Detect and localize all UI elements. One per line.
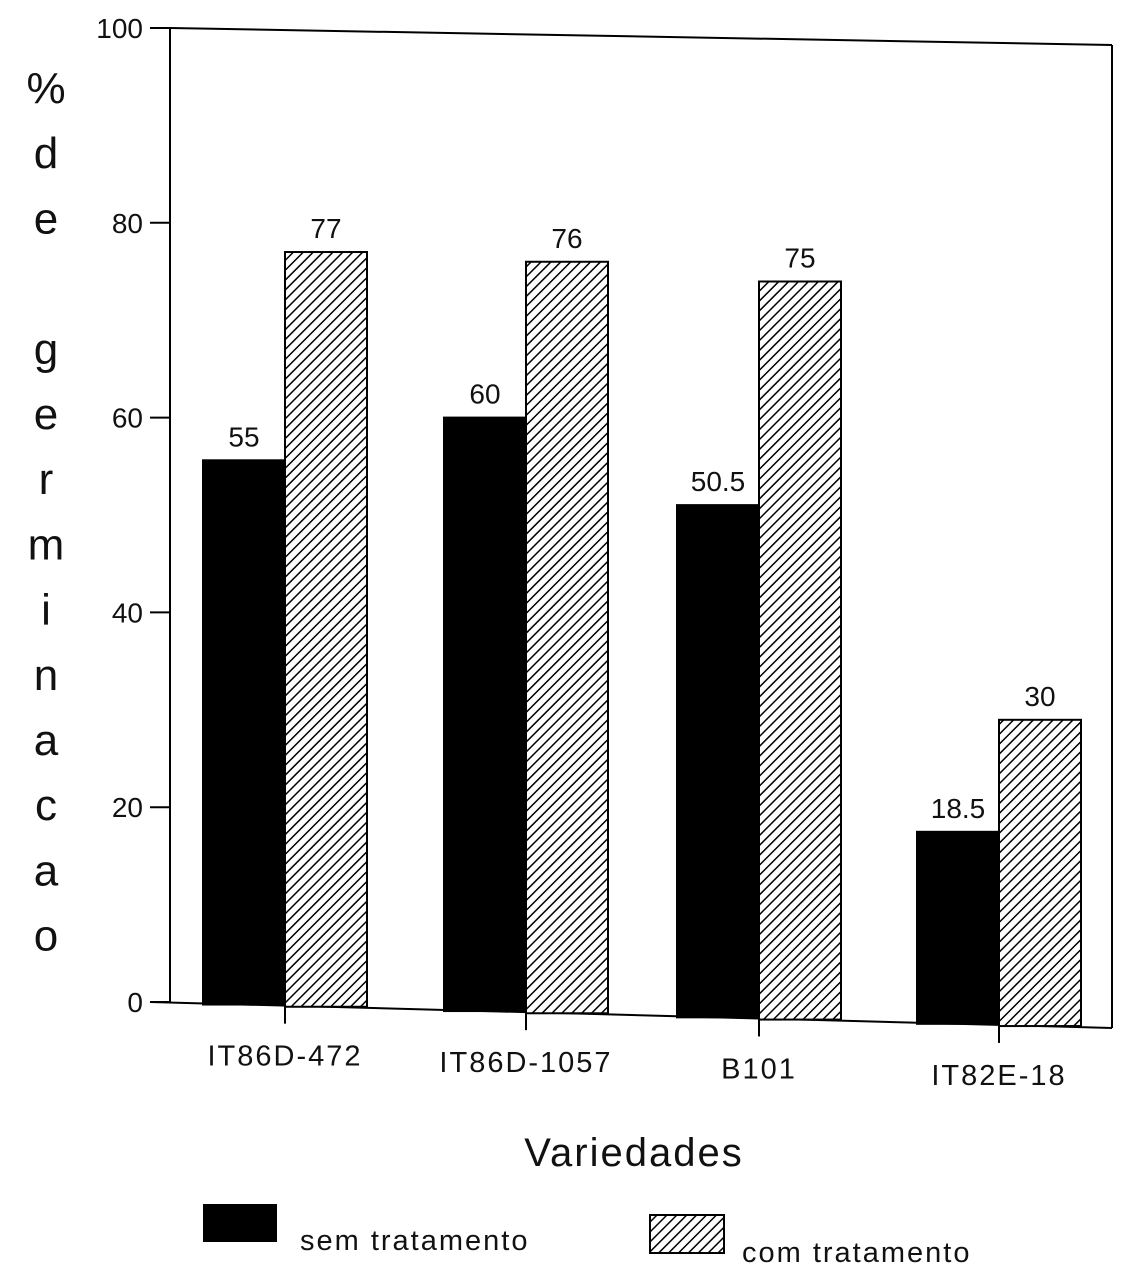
value-label: 30 (1024, 681, 1055, 712)
y-tick-label: 40 (112, 597, 143, 628)
bar-it86d-472-sem-tratamento (202, 459, 286, 1006)
y-tick-label: 60 (112, 403, 143, 434)
y-axis-label-letter: o (34, 912, 58, 961)
x-axis-label: Variedades (524, 1131, 743, 1175)
bar-it86d-1057-sem-tratamento (443, 416, 527, 1013)
value-label: 77 (310, 213, 341, 244)
y-axis-label-letter: a (34, 846, 59, 895)
bar-b101-sem-tratamento (676, 504, 760, 1019)
value-label: 50.5 (691, 466, 746, 497)
legend: sem tratamento com tratamento (203, 1204, 971, 1269)
y-axis-label-letter: e (34, 390, 58, 439)
y-axis-label-letter: i (41, 586, 51, 635)
y-axis-label-letter: a (34, 716, 59, 765)
bar-it82e-18-sem-tratamento (916, 830, 1000, 1025)
y-axis-label-letter: n (34, 651, 58, 700)
y-tick-label: 100 (96, 13, 143, 44)
value-label: 75 (784, 243, 815, 274)
legend-label-sem-tratamento: sem tratamento (300, 1225, 529, 1257)
y-axis-label-letter: g (34, 325, 58, 374)
y-axis-label-letter: r (39, 455, 54, 504)
legend-swatch-sem-tratamento (203, 1204, 277, 1242)
x-tick-label: IT82E-18 (931, 1060, 1066, 1092)
y-tick-label: 20 (112, 792, 143, 823)
x-tick-label: B101 (721, 1053, 797, 1085)
bars (202, 251, 1082, 1028)
y-ticks: 0 20 40 60 80 100 (96, 13, 170, 1018)
bar-it82e-18-com-tratamento (998, 718, 1082, 1028)
y-axis-label-letter: e (34, 194, 58, 243)
legend-swatch-com-tratamento (649, 1214, 725, 1254)
value-label: 18.5 (931, 793, 986, 824)
top-frame-line (169, 27, 1113, 46)
y-axis-label-letter: d (34, 129, 58, 178)
value-label: 76 (551, 223, 582, 254)
value-label: 55 (228, 421, 259, 452)
y-tick-label: 80 (112, 208, 143, 239)
bar-b101-com-tratamento (758, 280, 842, 1021)
x-ticks: IT86D-472 IT86D-1057 B101 IT82E-18 (207, 1005, 1066, 1092)
x-tick-label: IT86D-472 (207, 1041, 362, 1073)
y-axis-label-letter: c (35, 781, 57, 830)
value-label: 60 (469, 379, 500, 410)
legend-label-com-tratamento: com tratamento (742, 1237, 971, 1269)
bar-it86d-472-com-tratamento (284, 251, 368, 1008)
bar-it86d-1057-com-tratamento (525, 260, 609, 1015)
value-labels: 55 77 60 76 50.5 75 18.5 30 (228, 213, 1055, 824)
y-axis-label-letter: % (26, 64, 65, 113)
y-tick-label: 0 (127, 987, 143, 1018)
x-tick-label: IT86D-1057 (439, 1047, 612, 1079)
y-axis-label-letter: m (28, 520, 65, 569)
